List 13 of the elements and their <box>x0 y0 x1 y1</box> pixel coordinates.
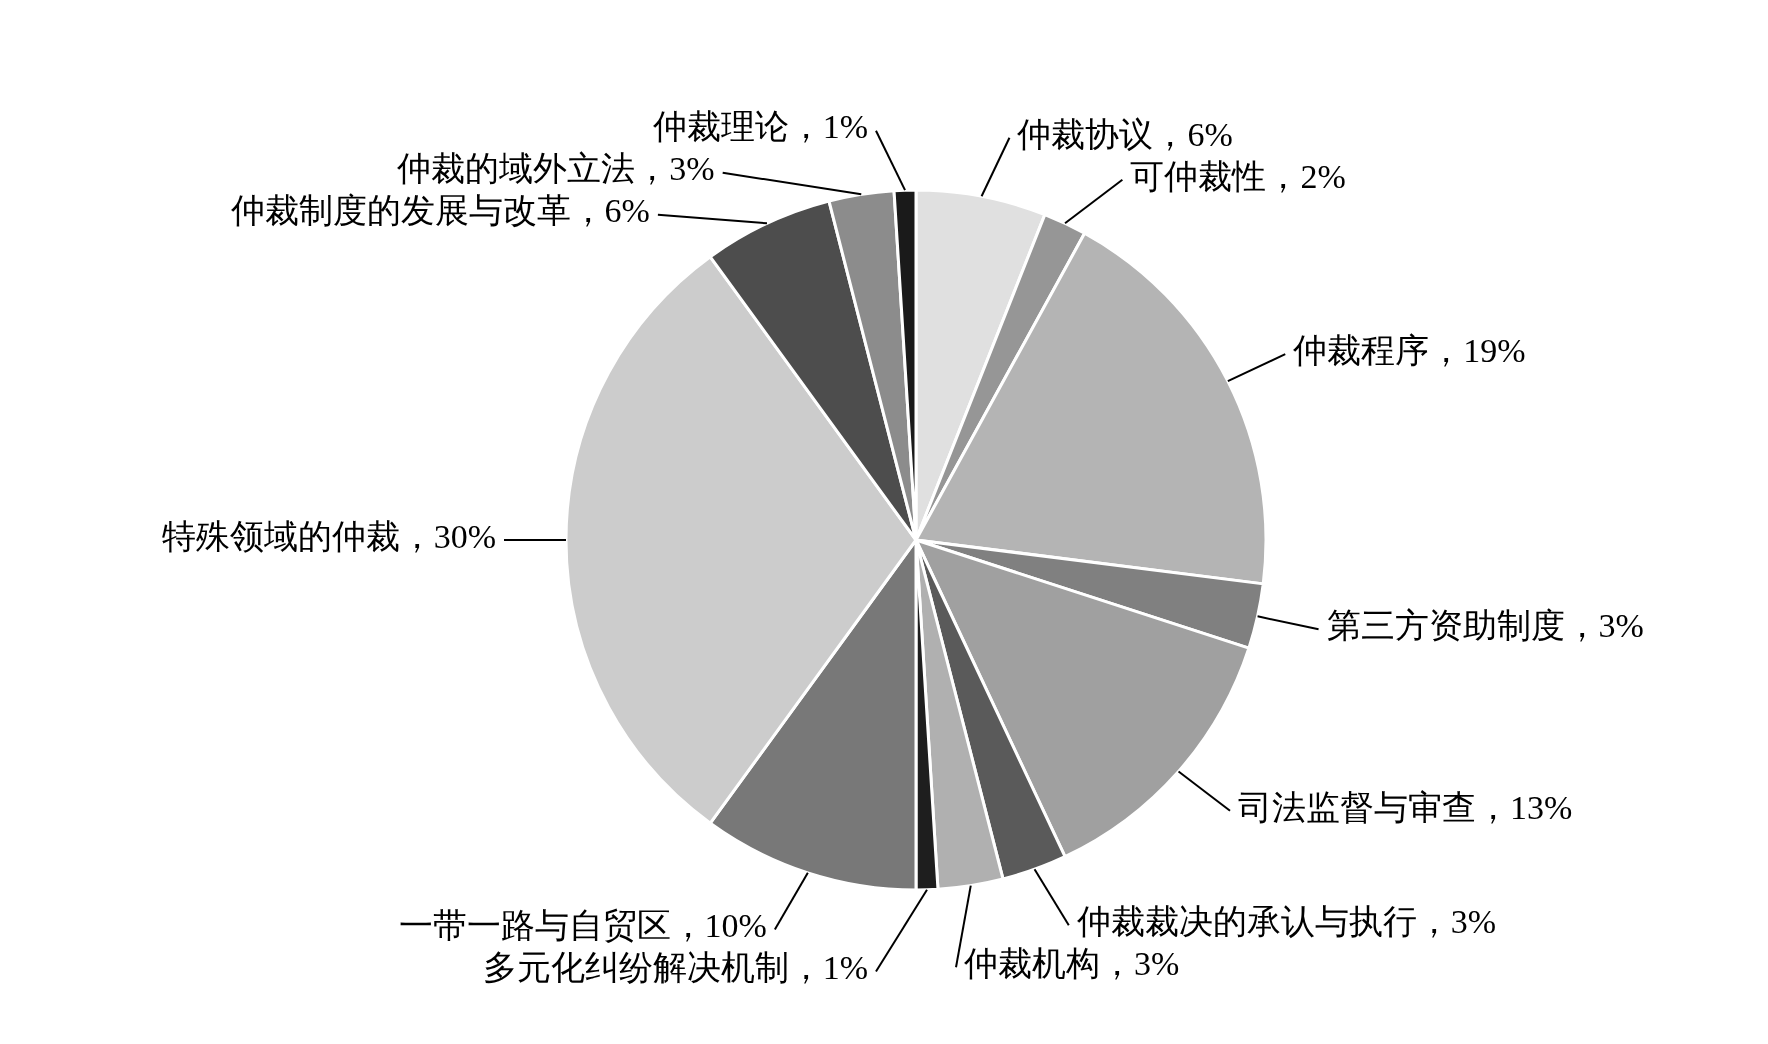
slice-label: 可仲裁性，2% <box>1130 157 1346 195</box>
slice-label: 仲裁制度的发展与改革，6% <box>230 192 650 230</box>
slice-label: 仲裁理论，1% <box>652 108 868 146</box>
slice-label: 司法监督与审查，13% <box>1238 788 1573 826</box>
slice-label: 仲裁机构，3% <box>964 945 1180 983</box>
slice-label: 仲裁程序，19% <box>1293 331 1526 369</box>
slice-label: 仲裁裁决的承认与执行，3% <box>1076 903 1497 941</box>
slice-label: 一带一路与自贸区，10% <box>398 907 767 945</box>
slice-label: 特殊领域的仲裁，30% <box>161 517 496 555</box>
slice-label: 仲裁的域外立法，3% <box>397 150 715 188</box>
slice-label: 多元化纠纷解决机制，1% <box>482 949 868 987</box>
slice-label: 第三方资助制度，3% <box>1326 607 1644 645</box>
slice-label: 仲裁协议，6% <box>1017 115 1233 153</box>
